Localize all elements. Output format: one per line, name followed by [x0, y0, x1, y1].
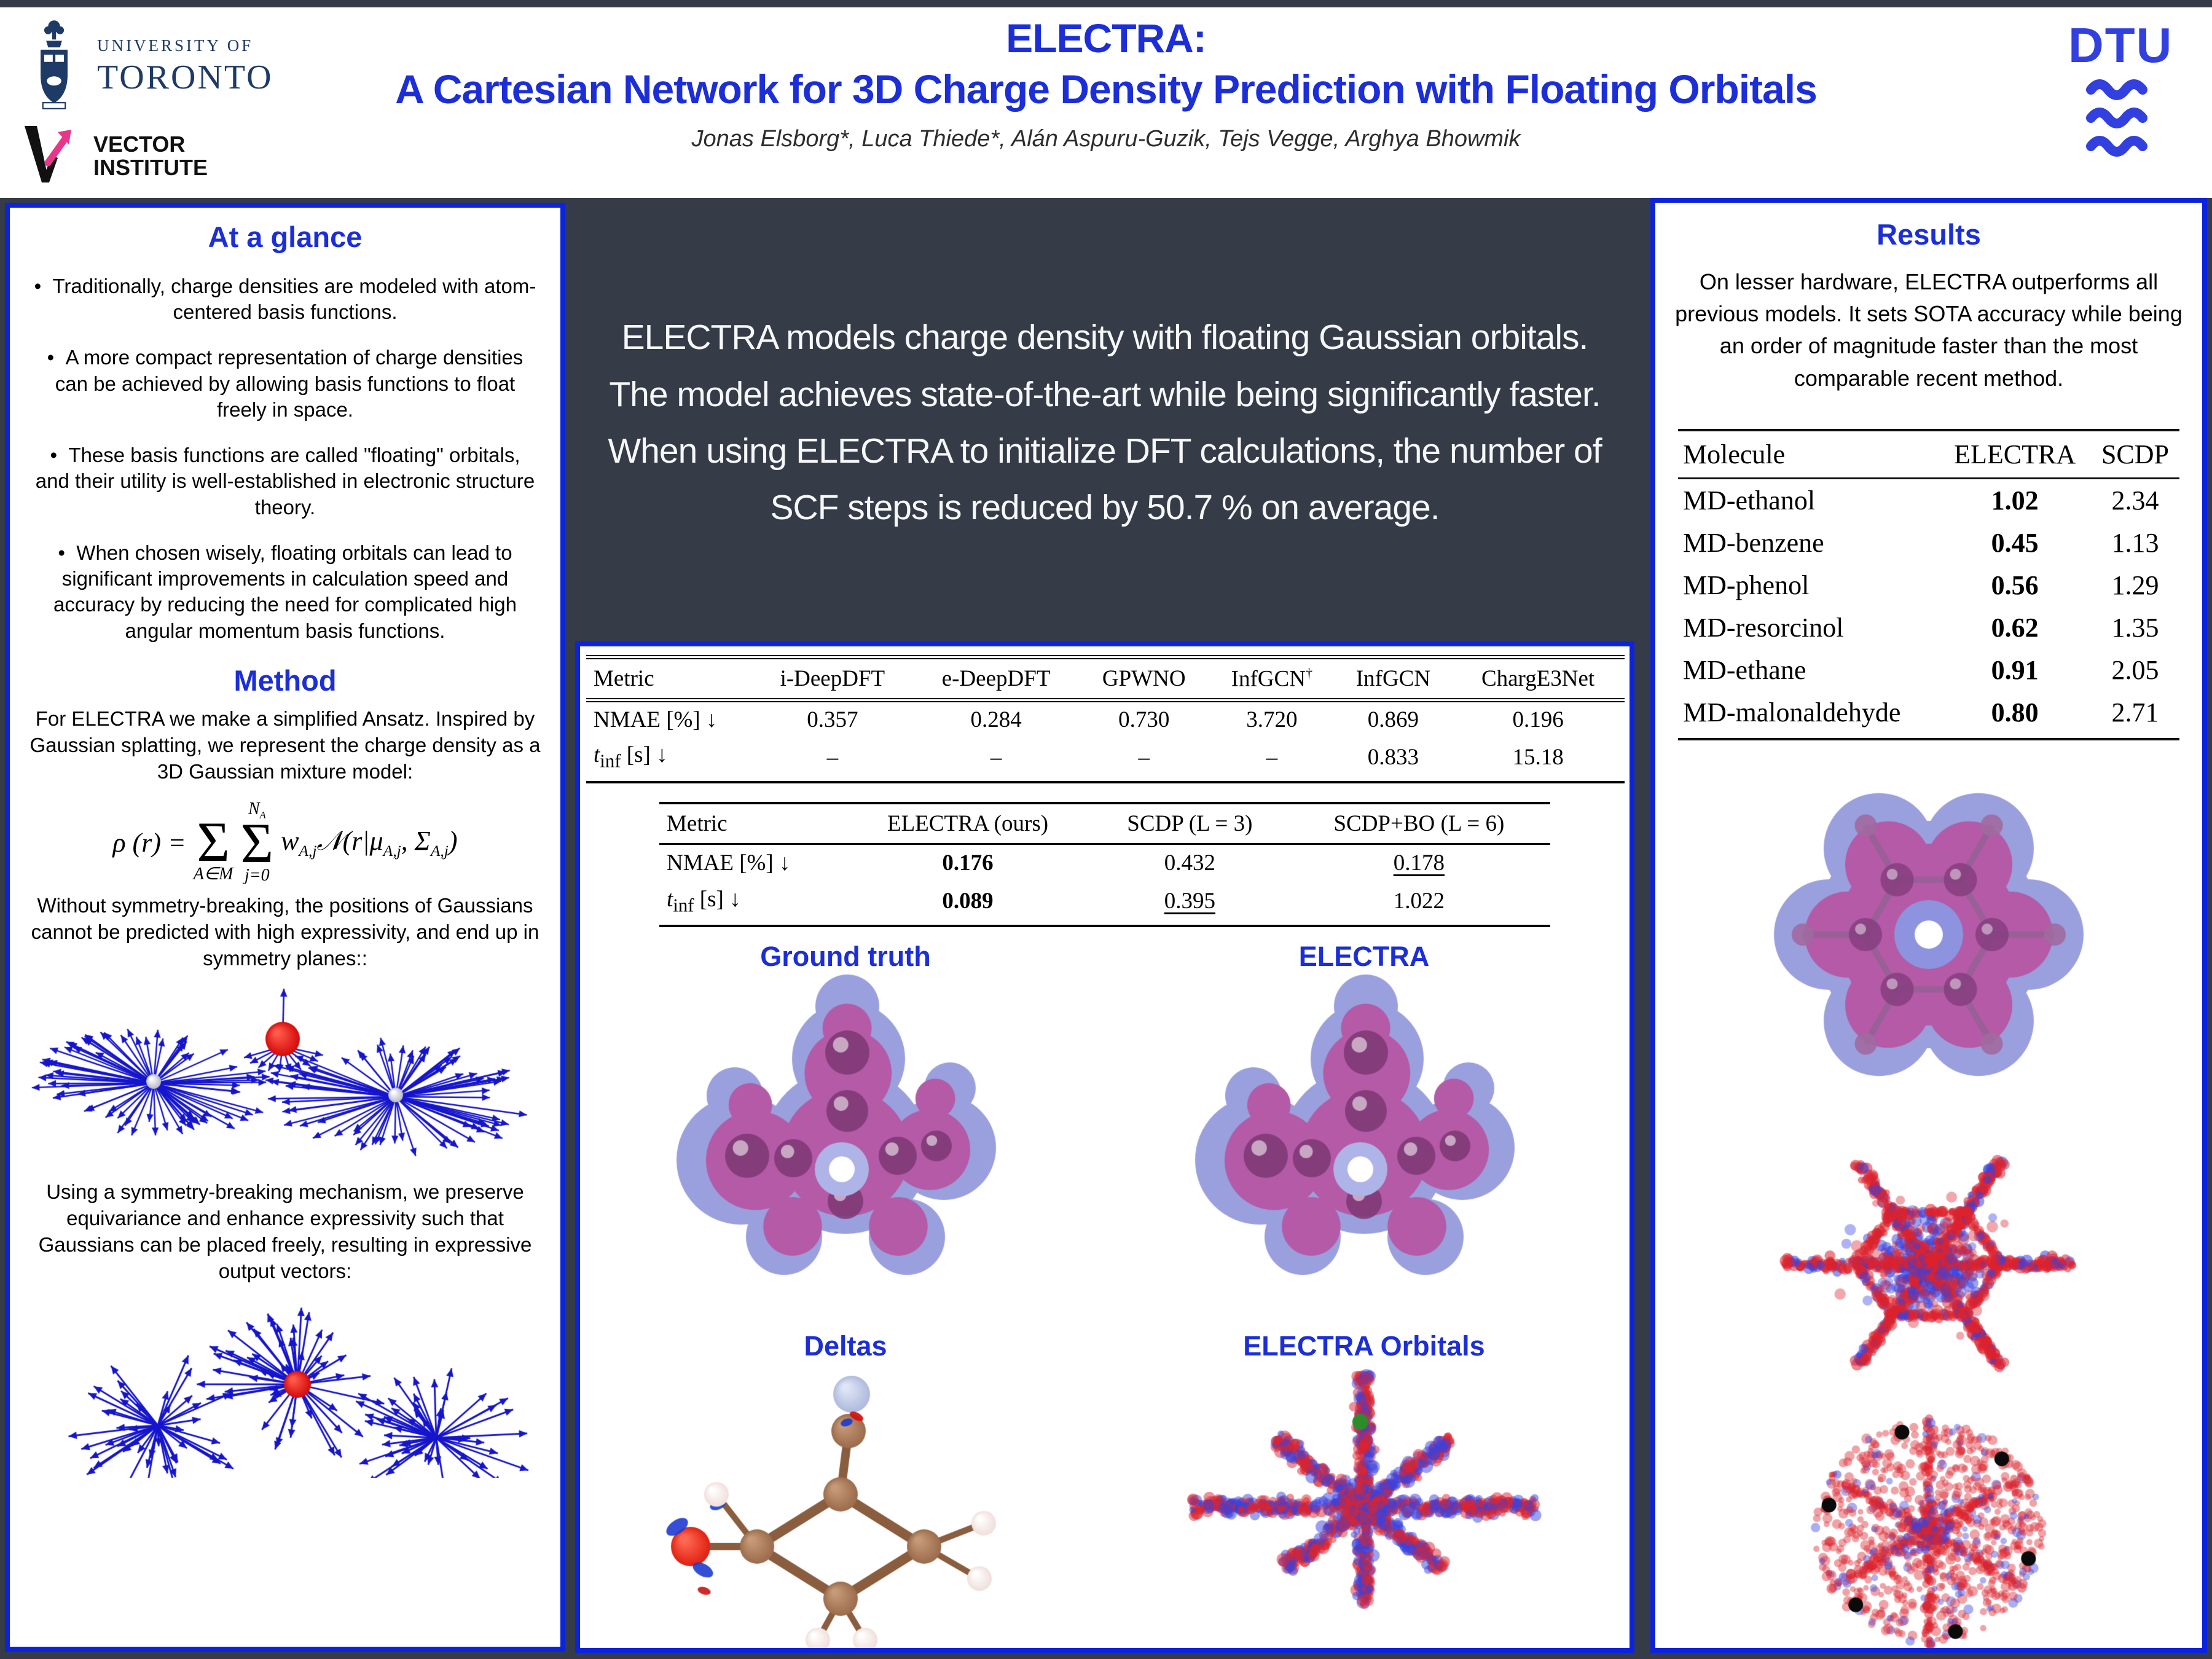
abstract-text: ELECTRA models charge density with float… — [608, 318, 1602, 528]
glance-bullet: Traditionally, charge densities are mode… — [31, 273, 539, 325]
table-row: MD-ethanol 1.02 2.34 — [1683, 485, 2159, 516]
uoft-crest-icon — [21, 18, 87, 114]
table-row: MD-ethane 0.91 2.05 — [1683, 654, 2159, 685]
electra-orbitals-label: ELECTRA Orbitals — [1243, 1330, 1485, 1362]
vector-institute-logo: VECTOR INSTITUTE — [21, 118, 208, 194]
benchmark-panel: Metric i-DeepDFT e-DeepDFT GPWNO InfGCN†… — [575, 641, 1634, 1653]
benzene-density-figure — [1714, 743, 2144, 1125]
dtu-waves-icon — [2068, 79, 2173, 168]
benzene-orbitals-scatter-figure — [1701, 1128, 2156, 1405]
vector-logo-line1: VECTOR — [93, 131, 186, 157]
table-row: MD-resorcinol 0.62 1.35 — [1683, 612, 2159, 643]
benchmark-table-electra: Metric ELECTRA (ours) SCDP (L = 3) SCDP+… — [659, 801, 1550, 928]
deltas-molecule-figure — [624, 1362, 1067, 1648]
table-header-row: Metric i-DeepDFT e-DeepDFT GPWNO InfGCN†… — [586, 657, 1625, 703]
table-row: NMAE [%] ↓ 0.357 0.284 0.730 3.720 0.869… — [594, 707, 1564, 733]
method-heading: Method — [233, 664, 337, 697]
table-row: NMAE [%] ↓ 0.176 0.432 0.178 — [667, 850, 1445, 876]
dtu-logo-text: DTU — [2068, 18, 2173, 73]
electra-label: ELECTRA — [1298, 941, 1430, 973]
electra-orbitals-scatter-figure — [1143, 1362, 1585, 1648]
glance-bullet: These basis functions are called "floati… — [31, 442, 539, 520]
symmetry-fan-figure — [20, 980, 551, 1171]
ground-truth-density-figure — [600, 973, 1091, 1317]
glance-bullet-list: Traditionally, charge densities are mode… — [16, 273, 554, 644]
table-header-row: Molecule ELECTRA SCDP — [1678, 429, 2179, 479]
results-table: Molecule ELECTRA SCDP MD-ethanol 1.02 2.… — [1678, 428, 2179, 740]
output-vectors-figure — [20, 1293, 551, 1478]
poster-title-line1: ELECTRA: — [1006, 15, 1207, 61]
results-heading: Results — [1877, 218, 1981, 251]
method-paragraph-2: Without symmetry-breaking, the positions… — [31, 893, 539, 970]
results-paragraph: On lesser hardware, ELECTRA outperforms … — [1675, 269, 2183, 391]
charge-density-equation: ρ (r) = Σ A∈M NA Σ j=0 wA,j𝒩(r|μA,j, ΣA,… — [112, 799, 458, 885]
results-panel: Results On lesser hardware, ELECTRA outp… — [1650, 198, 2207, 1653]
abstract-box: ELECTRA models charge density with float… — [575, 206, 1634, 639]
glance-bullet: When chosen wisely, floating orbitals ca… — [31, 540, 539, 644]
table-row: tinf [s] ↓ 0.089 0.395 1.022 — [659, 880, 1550, 928]
dtu-logo: DTU — [2068, 21, 2173, 168]
table-row: tinf [s] ↓ – – – – 0.833 15.18 — [586, 737, 1625, 783]
uoft-logo-line2: TORONTO — [97, 58, 273, 96]
electra-density-figure — [1118, 973, 1610, 1317]
glance-heading: At a glance — [208, 221, 363, 253]
vector-logo-line2: INSTITUTE — [93, 154, 208, 180]
poster-authors: Jonas Elsborg*, Luca Thiede*, Alán Aspur… — [691, 125, 1521, 152]
method-paragraph-1: For ELECTRA we make a simplified Ansatz.… — [29, 707, 541, 783]
ground-truth-label: Ground truth — [760, 941, 931, 973]
orbital-sphere-scatter-figure — [1714, 1408, 2144, 1648]
deltas-label: Deltas — [804, 1330, 887, 1362]
vector-v-icon — [21, 118, 82, 194]
glance-bullet: A more compact representation of charge … — [31, 345, 539, 423]
uoft-logo-line1: UNIVERSITY OF — [97, 36, 254, 55]
table-row: MD-benzene 0.45 1.13 — [1683, 527, 2159, 558]
table-row: MD-malonaldehyde 0.80 2.71 — [1678, 691, 2179, 740]
method-paragraph-3: Using a symmetry-breaking mechanism, we … — [38, 1180, 532, 1283]
table-row: MD-phenol 0.56 1.29 — [1683, 570, 2159, 600]
at-a-glance-panel: At a glance Traditionally, charge densit… — [5, 203, 565, 1652]
uoft-logo: UNIVERSITY OF TORONTO — [21, 18, 273, 114]
benchmark-table-baselines: Metric i-DeepDFT e-DeepDFT GPWNO InfGCN†… — [586, 655, 1625, 783]
table-header-row: Metric ELECTRA (ours) SCDP (L = 3) SCDP+… — [659, 802, 1550, 845]
poster-title-line2: A Cartesian Network for 3D Charge Densit… — [395, 66, 1818, 112]
header-band: UNIVERSITY OF TORONTO VECTOR INSTITUTE E… — [0, 7, 2212, 198]
